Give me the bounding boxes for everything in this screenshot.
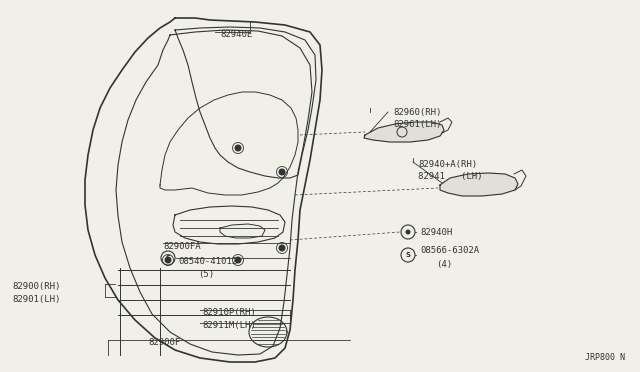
Circle shape [278,169,285,176]
Circle shape [234,144,241,151]
Polygon shape [440,173,518,196]
Text: JRP800 N: JRP800 N [585,353,625,362]
Circle shape [278,244,285,251]
Text: 82900FA: 82900FA [163,242,200,251]
Text: 82961(LH): 82961(LH) [393,120,442,129]
Text: 82941   (LH): 82941 (LH) [418,172,483,181]
Text: S: S [406,252,410,258]
Circle shape [164,257,172,263]
Text: S: S [166,255,170,261]
Text: 08540-41012: 08540-41012 [178,257,237,266]
Text: 82900(RH): 82900(RH) [12,282,60,291]
Text: 82940+A(RH): 82940+A(RH) [418,160,477,169]
Text: 82911M(LH): 82911M(LH) [202,321,256,330]
Polygon shape [364,122,444,142]
Text: 82960(RH): 82960(RH) [393,108,442,117]
Circle shape [406,230,410,234]
Text: 82940H: 82940H [420,228,452,237]
Text: 82910P(RH): 82910P(RH) [202,308,256,317]
Circle shape [234,257,241,263]
Text: 08566-6302A: 08566-6302A [420,246,479,255]
Text: (5): (5) [198,270,214,279]
Text: 82901(LH): 82901(LH) [12,295,60,304]
Text: 82900F: 82900F [148,338,180,347]
Text: (4): (4) [436,260,452,269]
Text: 82940E: 82940E [220,30,252,39]
